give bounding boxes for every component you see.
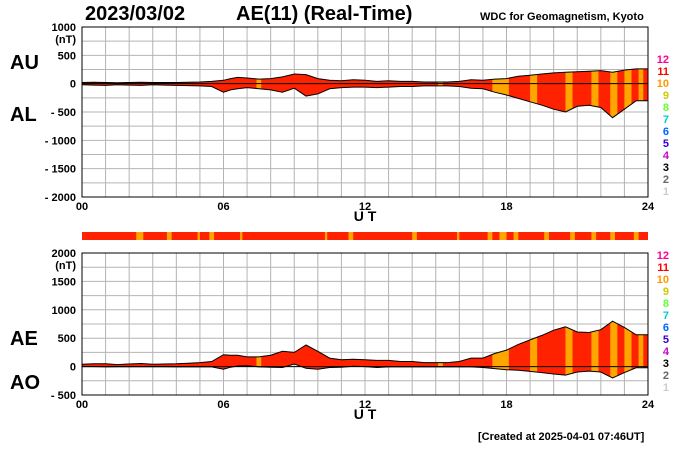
area-segment-highlight: [530, 68, 538, 118]
area-segment-highlight: [591, 321, 599, 378]
status-bar-segment: [412, 232, 417, 240]
legend-entry: 12: [657, 54, 669, 66]
y-tick-label: 1000: [52, 22, 76, 34]
x-tick-label: 00: [76, 399, 88, 411]
y-tick-label: - 1000: [45, 135, 76, 147]
chart-title: AE(11) (Real-Time): [236, 3, 413, 25]
x-tick-label: 06: [217, 201, 229, 213]
x-tick-label: 24: [642, 399, 655, 411]
x-tick-label: 06: [217, 399, 229, 411]
status-bar-base: [82, 232, 648, 240]
status-bar-segment: [136, 232, 144, 240]
y-tick-label: - 2000: [45, 192, 76, 204]
status-bar-segment: [499, 232, 507, 240]
area-segment-highlight: [638, 321, 644, 378]
status-bar-segment: [633, 232, 639, 240]
y-axis-unit-label: (nT): [55, 260, 76, 272]
legend-entry: 12: [657, 250, 669, 262]
legend-entry: 4: [663, 346, 670, 358]
legend-entry: 6: [663, 126, 669, 138]
x-tick-label: 18: [500, 201, 512, 213]
area-segment-highlight: [591, 68, 599, 118]
legend-entry: 7: [663, 114, 669, 126]
ae-side-label: AE: [10, 328, 38, 350]
legend-entry: 4: [663, 150, 670, 162]
y-tick-label: - 1500: [45, 164, 76, 176]
status-bar-segment: [544, 232, 549, 240]
area-segment-highlight: [530, 321, 538, 378]
legend-entry: 11: [657, 66, 669, 78]
legend-entry: 7: [663, 310, 669, 322]
x-tick-label: 18: [500, 399, 512, 411]
x-tick-label: 12: [359, 399, 371, 411]
plot-frame: [81, 26, 649, 198]
x-tick-label: 12: [359, 201, 371, 213]
ao-side-label: AO: [10, 372, 40, 394]
legend-entry: 9: [663, 286, 669, 298]
y-tick-label: 1000: [52, 305, 76, 317]
area-segment-highlight: [624, 321, 632, 378]
series-line-ae: [81, 320, 648, 366]
plot-frame: [81, 252, 649, 396]
status-bar-segment: [591, 232, 597, 240]
status-bar-segment: [197, 232, 200, 240]
legend-entry: 1: [663, 382, 669, 394]
area-segment-highlight: [610, 68, 618, 118]
area-segment-highlight: [638, 68, 644, 118]
series-line-al: [81, 84, 648, 119]
area-segment-highlight: [565, 68, 573, 118]
legend-entry: 5: [663, 138, 669, 150]
ae-ao-panel: 2000 1500 1000 500 0 - 500 (nT) 00 06 12 18 24 U T: [51, 248, 655, 422]
area-segment-highlight: [610, 321, 618, 378]
legend-entry: 10: [657, 274, 669, 286]
status-bar-segment: [487, 232, 493, 240]
legend-entry: 10: [657, 78, 669, 90]
y-tick-label: 1500: [52, 276, 76, 288]
legend-entry: 1: [663, 186, 669, 198]
date-title: 2023/03/02: [85, 3, 186, 25]
area-segment-highlight: [565, 321, 573, 378]
status-bar-segment: [240, 232, 243, 240]
y-tick-label: 500: [58, 333, 76, 345]
status-bar-segment: [348, 232, 354, 240]
created-timestamp: [Created at 2025-04-01 07:46UT]: [478, 431, 645, 443]
y-tick-label: - 500: [51, 390, 76, 402]
legend-entry: 11: [657, 262, 669, 274]
x-axis-label: U T: [354, 406, 377, 422]
legend-entry: 9: [663, 90, 669, 102]
legend-entry: 6: [663, 322, 669, 334]
status-bar: [82, 232, 648, 240]
x-axis-label: U T: [354, 208, 377, 224]
x-tick-label: 24: [642, 201, 655, 213]
legend-entry: 2: [663, 370, 669, 382]
y-tick-label: 500: [58, 50, 76, 62]
status-bar-segment: [209, 232, 215, 240]
legend-entry: 8: [663, 298, 669, 310]
y-tick-label: 0: [70, 79, 76, 91]
al-side-label: AL: [10, 104, 37, 126]
status-bar-segment: [610, 232, 615, 240]
legend-entry: 5: [663, 334, 669, 346]
legend-entry: 2: [663, 174, 669, 186]
legend-entry: 3: [663, 358, 669, 370]
series-line-au: [81, 68, 648, 84]
au-al-panel: 1000 500 0 - 500 - 1000 - 1500 - 2000 (nT) 00 06 1…: [45, 22, 655, 224]
y-tick-label: 2000: [52, 248, 76, 260]
legend-entry: 8: [663, 102, 669, 114]
status-bar-segment: [570, 232, 575, 240]
status-bar-segment: [324, 232, 328, 240]
y-tick-label: 0: [70, 362, 76, 374]
area-segment-highlight: [624, 68, 632, 118]
status-bar-segment: [456, 232, 460, 240]
au-side-label: AU: [10, 52, 39, 74]
y-axis-unit-label: (nT): [55, 34, 76, 46]
y-tick-label: - 500: [51, 107, 76, 119]
organization-label: WDC for Geomagnetism, Kyoto: [480, 11, 644, 23]
status-bar-segment: [166, 232, 172, 240]
legend-entry: 3: [663, 162, 669, 174]
x-tick-label: 00: [76, 201, 88, 213]
status-bar-segment: [513, 232, 519, 240]
